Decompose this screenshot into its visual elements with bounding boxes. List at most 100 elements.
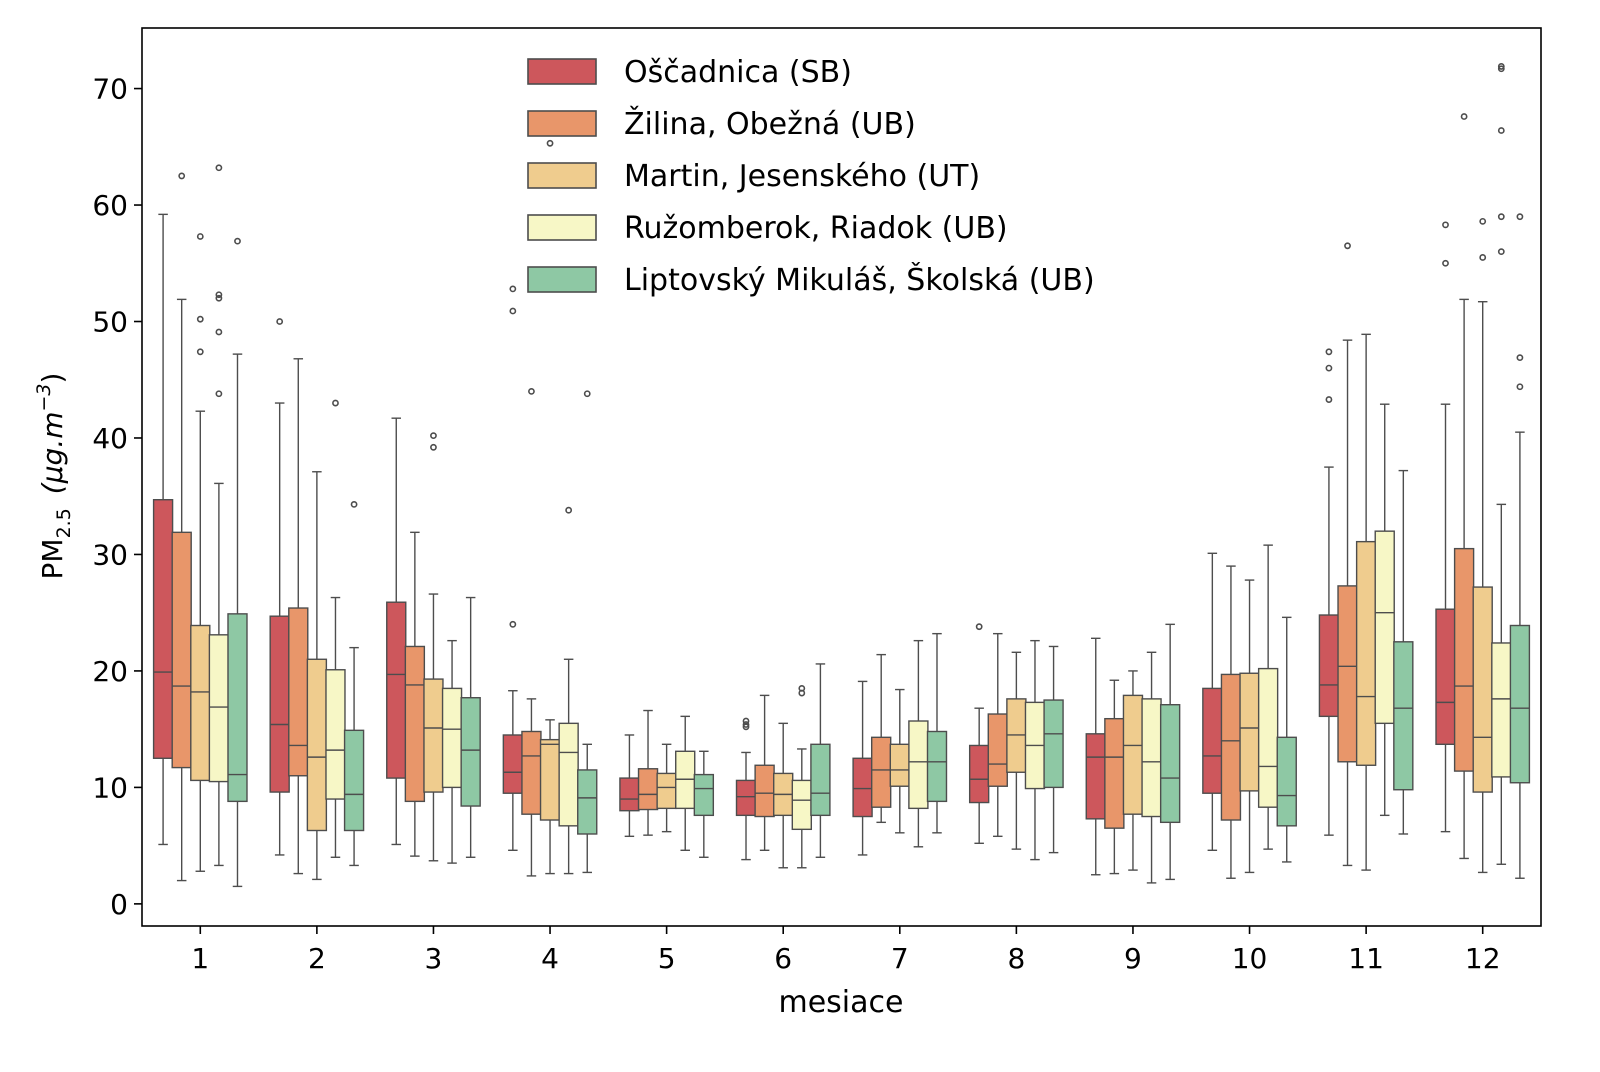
box-12 (1453, 113, 1475, 860)
y-label-unit: (μg.m (36, 412, 69, 495)
box-iqr (1257, 667, 1279, 808)
box-1 (171, 172, 192, 882)
outlier-point (509, 307, 517, 315)
box-7 (870, 653, 892, 824)
box-iqr (171, 531, 192, 769)
box-2 (325, 399, 346, 858)
y-tick-label: 70 (92, 73, 128, 106)
legend-item: Ružomberok, Riadok (UB) (527, 211, 1008, 246)
box-2 (306, 471, 328, 881)
outlier-point (430, 432, 437, 440)
box-iqr (791, 779, 813, 831)
legend-label: Oščadnica (SB) (624, 55, 852, 90)
box-6 (735, 717, 757, 861)
legend-label: Ružomberok, Riadok (UB) (624, 211, 1008, 246)
x-tick-label: 3 (425, 942, 443, 975)
outlier-point (215, 164, 223, 172)
legend-swatch (527, 58, 597, 85)
outlier-point (215, 390, 223, 398)
box-7 (926, 632, 948, 834)
box-6 (773, 722, 794, 869)
box-10 (1202, 552, 1223, 851)
y-axis-label: PM2.5 (μg.m−3) (33, 373, 75, 580)
box-11 (1374, 403, 1395, 817)
box-6 (791, 684, 813, 869)
box-iqr (987, 713, 1008, 787)
outlier-point (1325, 348, 1333, 356)
box-iqr (208, 634, 230, 783)
box-4 (521, 387, 542, 877)
box-11 (1318, 348, 1340, 836)
legend-swatch (527, 266, 597, 293)
x-axis-label: mesiace (779, 985, 904, 1020)
box-1 (152, 213, 174, 846)
box-5 (637, 709, 659, 836)
y-tick-label: 50 (92, 306, 128, 339)
outlier-point (1344, 242, 1351, 250)
y-label-exp: −3 (33, 383, 55, 411)
outlier-point (1516, 213, 1524, 221)
box-1 (190, 233, 211, 872)
box-iqr (343, 729, 365, 832)
box-iqr (1318, 614, 1340, 718)
outlier-point (1516, 354, 1524, 362)
y-tick-label: 60 (92, 189, 128, 222)
box-iqr (1472, 586, 1493, 793)
box-iqr (619, 777, 640, 812)
outlier-point (1460, 113, 1468, 120)
box-11 (1355, 333, 1377, 871)
box-iqr (1141, 698, 1162, 818)
box-iqr (502, 734, 524, 794)
x-tick-label: 4 (541, 942, 559, 975)
box-5 (693, 750, 715, 858)
outlier-point (1516, 383, 1524, 391)
box-7 (852, 680, 873, 856)
outlier-point (215, 328, 223, 336)
y-tick-label: 30 (92, 538, 128, 571)
box-iqr (693, 773, 715, 817)
box-7 (908, 639, 929, 848)
outlier-point (565, 506, 573, 514)
outlier-point (509, 285, 517, 293)
x-tick-label: 12 (1465, 942, 1501, 975)
box-8 (1006, 651, 1027, 850)
outlier-point (975, 623, 983, 631)
box-iqr (852, 757, 873, 818)
box-iqr (1220, 673, 1242, 821)
box-8 (968, 623, 990, 845)
box-iqr (1435, 608, 1456, 746)
box-iqr (810, 743, 831, 817)
box-iqr (288, 607, 309, 777)
legend-item: Oščadnica (SB) (527, 55, 852, 90)
outlier-point (546, 139, 554, 147)
box-iqr (539, 738, 561, 821)
box-iqr (558, 722, 579, 827)
box-iqr (227, 613, 248, 803)
box-9 (1141, 651, 1162, 884)
box-2 (288, 358, 309, 875)
box-11 (1337, 242, 1358, 867)
box-12 (1491, 63, 1512, 865)
box-12 (1435, 221, 1456, 833)
y-axis: 0 10 20 30 40 50 60 70 (92, 73, 142, 921)
y-tick-label: 40 (92, 422, 128, 455)
legend-swatch (527, 162, 597, 189)
box-iqr (423, 678, 444, 793)
outlier-point (350, 500, 358, 508)
box-10 (1220, 565, 1242, 879)
outlier-point (430, 443, 437, 451)
legend-item: Liptovský Mikuláš, Školská (UB) (527, 261, 1095, 298)
box-iqr (1337, 585, 1358, 763)
box-iqr (926, 730, 948, 803)
y-tick-label: 0 (110, 888, 128, 921)
box-4 (502, 285, 524, 851)
outlier-point (1497, 63, 1505, 70)
box-iqr (325, 669, 346, 800)
box-iqr (1239, 672, 1260, 792)
series-0 (152, 213, 1456, 876)
box-4 (539, 139, 561, 875)
outlier-point (1497, 213, 1505, 221)
box-iqr (1393, 641, 1414, 791)
box-9 (1104, 679, 1125, 875)
outlier-point (215, 294, 223, 302)
